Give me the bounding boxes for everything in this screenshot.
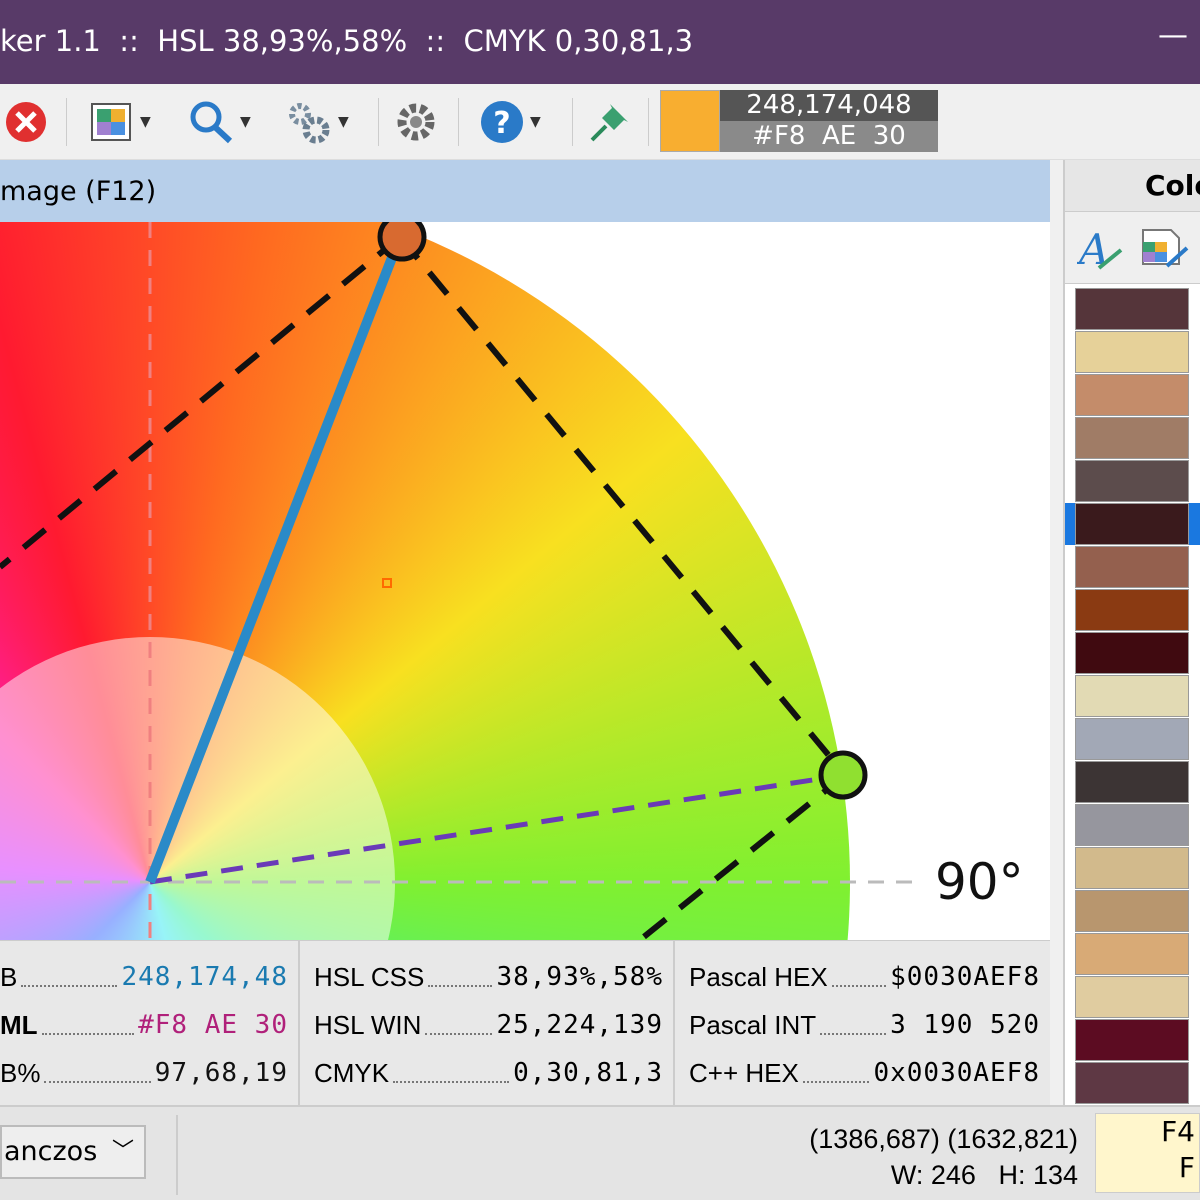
rgb-readout: 248,174,048	[720, 90, 938, 121]
gears-icon[interactable]: ▼	[286, 100, 349, 144]
color-swatch[interactable]	[1075, 546, 1189, 588]
selection-coordinates: (1386,687) (1632,821) W: 246 H: 134	[809, 1124, 1078, 1190]
palette-icon[interactable]: ▼	[90, 100, 151, 144]
color-swatch[interactable]	[1075, 933, 1189, 975]
angle-label: 90°	[935, 853, 1024, 911]
help-icon[interactable]: ? ▼	[480, 100, 541, 144]
chevron-down-icon[interactable]: ▼	[338, 114, 349, 130]
color-swatch[interactable]	[1075, 675, 1189, 717]
color-swatch[interactable]	[1075, 503, 1189, 545]
value-row[interactable]: B 248,174,48	[0, 961, 288, 993]
panel-title: mage (F12)	[0, 176, 157, 207]
color-swatch[interactable]	[1075, 374, 1189, 416]
color-swatch[interactable]	[1075, 718, 1189, 760]
color-swatch[interactable]	[1075, 761, 1189, 803]
color-swatch[interactable]	[1075, 288, 1189, 330]
color-swatch[interactable]	[1075, 589, 1189, 631]
values-column-3: Pascal HEX $0030AEF8 Pascal INT 3 190 520 …	[675, 941, 1050, 1106]
palette-edit-icon[interactable]	[1137, 224, 1189, 272]
color-swatch[interactable]	[1075, 1062, 1189, 1104]
color-swatch[interactable]	[1075, 804, 1189, 846]
title-bar: ker 1.1 :: HSL 38,93%,58% :: CMYK 0,30,8…	[0, 0, 1200, 84]
hex-readout: #F8 AE 30	[720, 121, 938, 152]
resample-dropdown[interactable]: anczos ﹀	[0, 1125, 146, 1179]
value-row[interactable]: CMYK 0,30,81,3	[314, 1057, 663, 1089]
toolbar: ▼ ▼ ▼ ? ▼ 248,174,048 #F8 AE 30	[0, 84, 1200, 160]
color-swatch[interactable]	[1075, 847, 1189, 889]
chevron-down-icon: ﹀	[111, 1139, 134, 1164]
color-swatch[interactable]	[1075, 417, 1189, 459]
value-row[interactable]: ML #F8 AE 30	[0, 1009, 288, 1041]
dashed-line	[397, 235, 848, 777]
panel-header: mage (F12)	[0, 160, 1050, 222]
minimize-button[interactable]: —	[1158, 18, 1188, 53]
window-title: ker 1.1 :: HSL 38,93%,58% :: CMYK 0,30,8…	[0, 24, 694, 58]
values-column-2: HSL CSS 38,93%,58% HSL WIN 25,224,139 CMYK…	[300, 941, 675, 1106]
secondary-handle	[818, 750, 868, 800]
dashed-line	[638, 772, 847, 940]
status-bar: anczos ﹀ (1386,687) (1632,821) W: 246 H: 1…	[0, 1105, 1200, 1200]
chevron-down-icon[interactable]: ▼	[240, 114, 251, 130]
dashed-line	[0, 234, 402, 570]
hue-line	[145, 235, 405, 884]
color-swatch[interactable]	[1075, 890, 1189, 932]
value-row[interactable]: B% 97,68,19	[0, 1057, 288, 1089]
value-row[interactable]: C++ HEX 0x0030AEF8	[689, 1057, 1040, 1089]
text-edit-icon[interactable]: A	[1077, 224, 1125, 272]
close-icon[interactable]	[4, 100, 48, 144]
colors-panel-toolbar: A	[1065, 212, 1200, 284]
color-swatch[interactable]	[1075, 1019, 1189, 1061]
color-swatch[interactable]	[1075, 331, 1189, 373]
value-row[interactable]: Pascal HEX $0030AEF8	[689, 961, 1040, 993]
pin-icon[interactable]	[588, 100, 632, 144]
magnifier-icon[interactable]: ▼	[188, 100, 251, 144]
current-color-swatch[interactable]	[660, 90, 720, 152]
settings-icon[interactable]	[393, 100, 439, 144]
colors-panel-title: Colo	[1065, 160, 1200, 212]
value-row[interactable]: Pascal INT 3 190 520	[689, 1009, 1040, 1041]
value-row[interactable]: HSL CSS 38,93%,58%	[314, 961, 663, 993]
chevron-down-icon[interactable]: ▼	[530, 114, 541, 130]
color-swatch[interactable]	[1075, 460, 1189, 502]
wheel-overlay	[0, 222, 920, 940]
value-row[interactable]: HSL WIN 25,224,139	[314, 1009, 663, 1041]
color-swatch[interactable]	[1075, 976, 1189, 1018]
values-column-1: B 248,174,48 ML #F8 AE 30 B% 97,68,19	[0, 941, 300, 1106]
primary-handle	[377, 222, 427, 262]
color-swatch[interactable]	[1075, 632, 1189, 674]
colors-panel: Colo A	[1063, 160, 1200, 1105]
color-wheel-canvas[interactable]: 90°	[0, 222, 1050, 940]
chevron-down-icon[interactable]: ▼	[140, 114, 151, 130]
color-values-panel: B 248,174,48 ML #F8 AE 30 B% 97,68,19 HSL C…	[0, 940, 1050, 1106]
center-marker	[382, 578, 392, 588]
svg-text:?: ?	[493, 106, 510, 141]
purple-dashed-line	[149, 772, 846, 885]
hotkey-hint: F4 F	[1095, 1113, 1200, 1193]
